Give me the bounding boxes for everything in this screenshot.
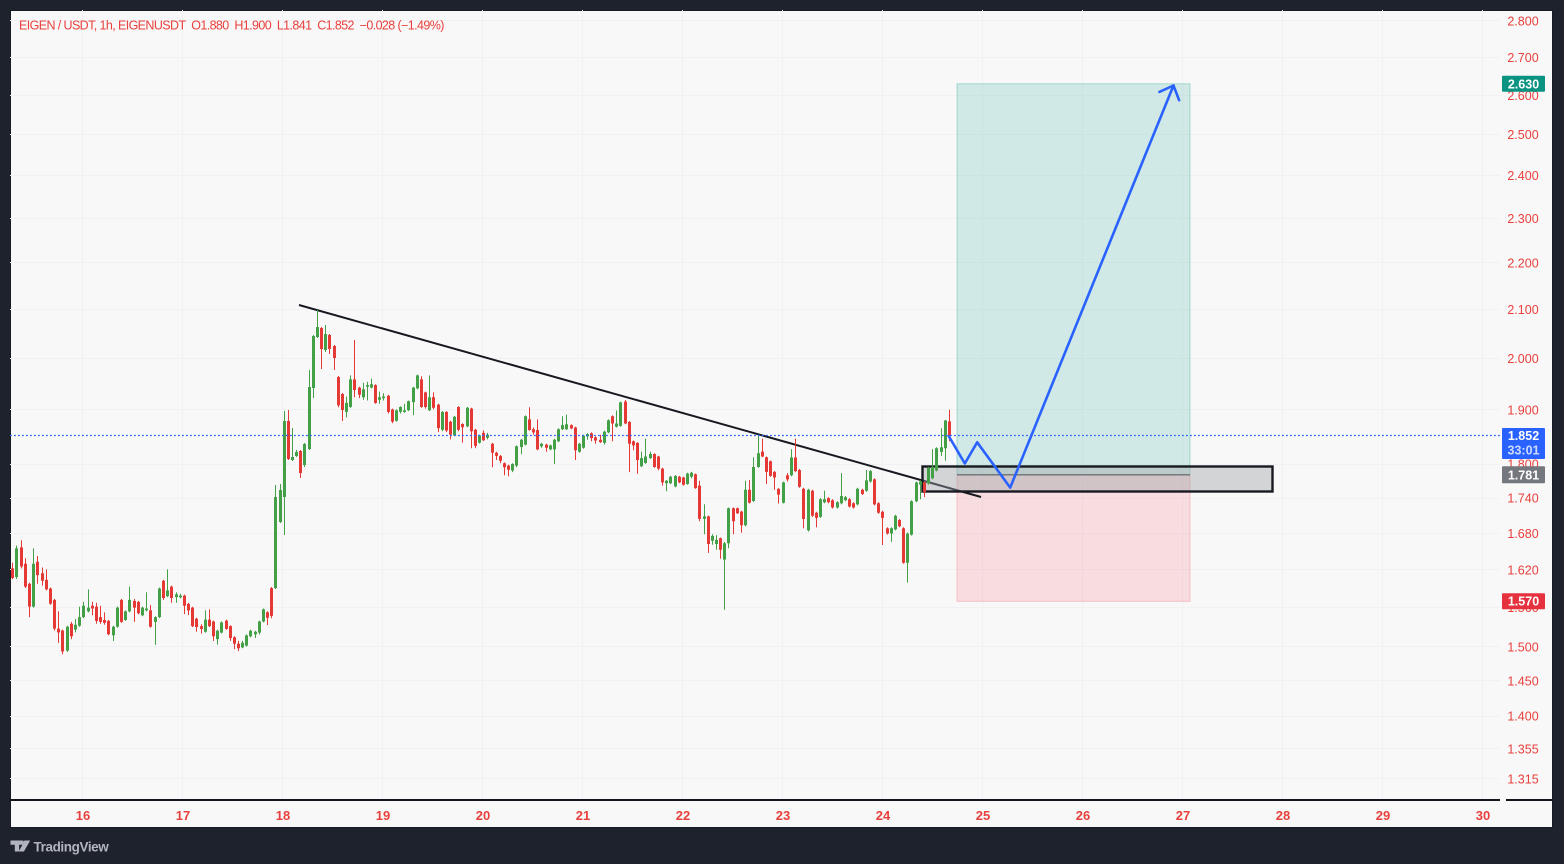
svg-text:23: 23	[776, 808, 790, 823]
svg-text:1.781: 1.781	[1508, 468, 1539, 482]
svg-text:2.000: 2.000	[1507, 352, 1538, 366]
svg-text:24: 24	[876, 808, 891, 823]
svg-text:2.800: 2.800	[1507, 15, 1538, 29]
svg-text:29: 29	[1376, 808, 1390, 823]
svg-text:19: 19	[376, 808, 390, 823]
svg-text:18: 18	[276, 808, 290, 823]
svg-text:33:01: 33:01	[1508, 444, 1540, 458]
svg-text:2.400: 2.400	[1507, 169, 1538, 183]
svg-text:17: 17	[176, 808, 190, 823]
svg-text:1.315: 1.315	[1507, 773, 1538, 787]
svg-text:2.630: 2.630	[1508, 77, 1539, 91]
svg-text:1.680: 1.680	[1507, 527, 1538, 541]
svg-text:2.600: 2.600	[1507, 89, 1538, 103]
svg-text:21: 21	[576, 808, 590, 823]
svg-text:30: 30	[1476, 808, 1490, 823]
svg-text:25: 25	[976, 808, 990, 823]
svg-text:2.700: 2.700	[1507, 51, 1538, 65]
svg-text:2.100: 2.100	[1507, 303, 1538, 317]
svg-text:1.500: 1.500	[1507, 641, 1538, 655]
svg-text:16: 16	[76, 808, 90, 823]
svg-text:1.620: 1.620	[1507, 563, 1538, 577]
svg-text:1.900: 1.900	[1507, 403, 1538, 417]
svg-text:1.400: 1.400	[1507, 710, 1538, 724]
svg-text:1.450: 1.450	[1507, 675, 1538, 689]
svg-text:2.200: 2.200	[1507, 256, 1538, 270]
svg-text:EIGEN / USDT, 1h, EIGENUSDT O: EIGEN / USDT, 1h, EIGENUSDT O1.880 H1.90…	[19, 19, 444, 33]
svg-text:1.570: 1.570	[1508, 595, 1539, 609]
svg-text:1.740: 1.740	[1507, 492, 1538, 506]
svg-text:27: 27	[1176, 808, 1190, 823]
svg-text:1.852: 1.852	[1508, 429, 1539, 443]
svg-text:22: 22	[676, 808, 690, 823]
svg-text:2.300: 2.300	[1507, 212, 1538, 226]
svg-text:1.355: 1.355	[1507, 742, 1538, 756]
svg-text:20: 20	[476, 808, 490, 823]
svg-text:2.500: 2.500	[1507, 128, 1538, 142]
svg-text:TradingView: TradingView	[34, 840, 110, 855]
svg-text:28: 28	[1276, 808, 1290, 823]
svg-text:26: 26	[1076, 808, 1090, 823]
